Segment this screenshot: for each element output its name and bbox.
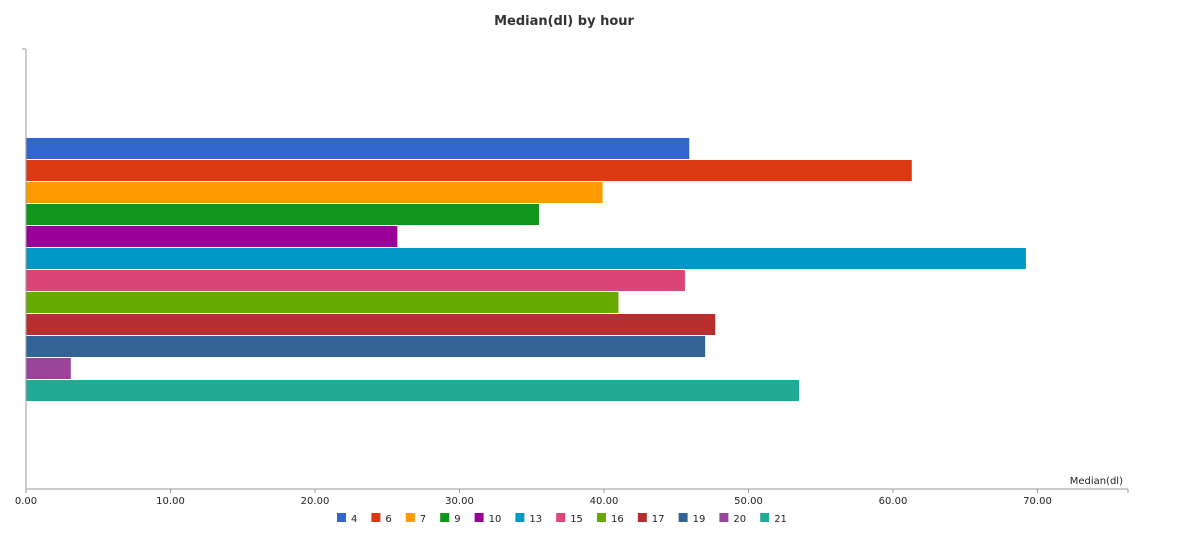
legend-swatch-15[interactable] xyxy=(556,513,566,522)
legend-swatch-17[interactable] xyxy=(637,513,647,522)
legend-label-10[interactable]: 10 xyxy=(489,514,502,525)
legend-swatch-21[interactable] xyxy=(760,513,770,522)
bar-9[interactable] xyxy=(26,204,539,225)
bar-7[interactable] xyxy=(26,182,603,203)
x-ticks-group: 0.00 10.00 20.00 30.00 40.00 50.00 60.00 70.00 xyxy=(15,489,1129,507)
legend-swatch-19[interactable] xyxy=(678,513,688,522)
legend-label-19[interactable]: 19 xyxy=(693,514,706,525)
bar-13[interactable] xyxy=(26,248,1026,269)
bars-group xyxy=(26,138,1026,401)
legend-label-7[interactable]: 7 xyxy=(420,514,426,525)
x-tick-label: 50.00 xyxy=(734,496,763,507)
bar-20[interactable] xyxy=(26,358,71,379)
bar-16[interactable] xyxy=(26,292,619,313)
legend-swatch-4[interactable] xyxy=(337,513,346,522)
legend-swatch-13[interactable] xyxy=(515,513,525,522)
x-tick-label: 20.00 xyxy=(301,496,330,507)
x-tick-label: 40.00 xyxy=(590,496,619,507)
legend-swatch-9[interactable] xyxy=(440,513,450,522)
legend: 4 6 7 9 10 13 15 16 17 19 20 21 xyxy=(337,513,787,525)
bar-17[interactable] xyxy=(26,314,716,335)
x-tick-label: 60.00 xyxy=(879,496,908,507)
legend-label-4[interactable]: 4 xyxy=(351,514,357,525)
x-tick-label: 10.00 xyxy=(156,496,185,507)
legend-swatch-7[interactable] xyxy=(405,513,415,522)
legend-swatch-6[interactable] xyxy=(371,513,381,522)
legend-swatch-10[interactable] xyxy=(474,513,484,522)
x-tick-label: 70.00 xyxy=(1023,496,1052,507)
legend-label-15[interactable]: 15 xyxy=(570,514,583,525)
legend-label-16[interactable]: 16 xyxy=(611,514,624,525)
x-tick-label: 0.00 xyxy=(15,496,37,507)
legend-swatch-20[interactable] xyxy=(719,513,729,522)
bar-6[interactable] xyxy=(26,160,912,181)
x-axis-title: Median(dl) xyxy=(1070,476,1123,487)
bar-15[interactable] xyxy=(26,270,685,291)
bar-10[interactable] xyxy=(26,226,398,247)
legend-swatch-16[interactable] xyxy=(597,513,606,522)
legend-label-13[interactable]: 13 xyxy=(529,514,542,525)
legend-label-20[interactable]: 20 xyxy=(733,514,746,525)
legend-label-17[interactable]: 17 xyxy=(652,514,665,525)
legend-label-6[interactable]: 6 xyxy=(385,514,391,525)
bar-4[interactable] xyxy=(26,138,690,159)
chart-title: Median(dl) by hour xyxy=(494,14,634,29)
legend-label-9[interactable]: 9 xyxy=(454,514,460,525)
x-tick-label: 30.00 xyxy=(445,496,474,507)
bar-21[interactable] xyxy=(26,380,800,401)
legend-label-21[interactable]: 21 xyxy=(774,514,787,525)
bar-19[interactable] xyxy=(26,336,706,357)
